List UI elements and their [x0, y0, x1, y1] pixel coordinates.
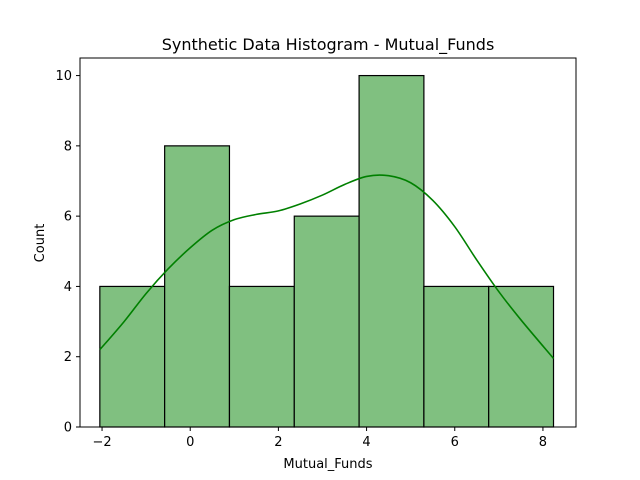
histogram-bar — [488, 285, 555, 428]
x-tick-label: −2 — [92, 435, 111, 450]
x-axis-ticks: −2 0 2 4 6 8 — [92, 427, 547, 450]
kde-curve-group — [99, 174, 555, 359]
x-tick-label: 4 — [362, 435, 370, 450]
histogram-bar — [164, 145, 231, 428]
y-tick-label: 0 — [64, 421, 72, 436]
x-tick-label: 2 — [274, 435, 282, 450]
chart-title: Synthetic Data Histogram - Mutual_Funds — [162, 35, 495, 55]
y-tick-label: 10 — [55, 69, 72, 84]
x-tick-label: 0 — [186, 435, 194, 450]
y-axis-label: Count — [33, 224, 48, 263]
histogram-bar — [293, 215, 360, 428]
histogram-bars — [99, 74, 555, 428]
x-tick-label: 8 — [539, 435, 547, 450]
y-axis-ticks: 0 2 4 6 8 10 — [55, 69, 80, 436]
y-tick-label: 2 — [64, 350, 72, 365]
y-tick-label: 8 — [64, 139, 72, 154]
plot-frame — [79, 57, 577, 428]
x-tick-label: 6 — [451, 435, 459, 450]
histogram-bar — [358, 74, 425, 428]
histogram-bar — [423, 285, 490, 428]
y-tick-label: 6 — [64, 210, 72, 225]
x-axis-label: Mutual_Funds — [283, 457, 372, 472]
histogram-bar — [228, 285, 295, 428]
histogram-bar — [99, 285, 166, 428]
axes-frame — [79, 57, 577, 428]
kde-line — [99, 174, 555, 359]
y-tick-label: 4 — [64, 280, 72, 295]
